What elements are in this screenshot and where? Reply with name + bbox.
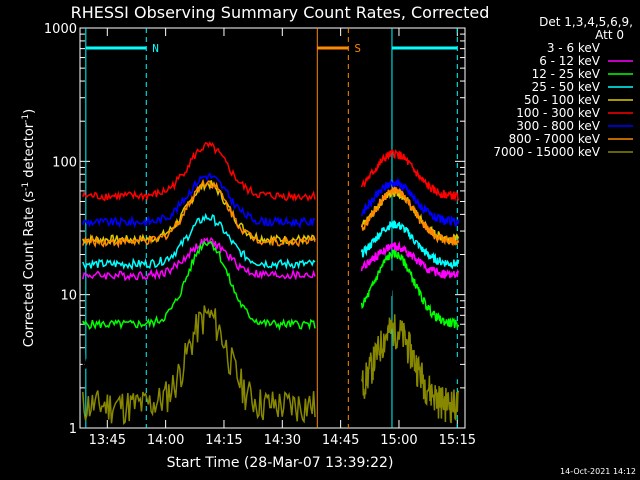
marker-label: N	[152, 42, 159, 55]
series-line	[360, 241, 460, 279]
series-line	[82, 240, 316, 331]
y-axis-label: Corrected Count Rate (s-1 detector-1)	[21, 109, 37, 347]
marker-label: S	[354, 42, 361, 55]
series-line	[360, 148, 460, 203]
plot-frame	[79, 27, 466, 429]
y-tick-label: 10	[60, 289, 77, 304]
footer-timestamp: 14-Oct-2021 14:12	[560, 467, 636, 476]
y-tick-label: 1	[69, 422, 77, 437]
legend-label: 300 - 800 keV	[516, 119, 600, 133]
legend-header-1: Det 1,3,4,5,6,9,	[539, 15, 633, 29]
series-line	[82, 236, 316, 282]
x-axis: 13:45 14:00 14:15 14:30 14:45 15:00 15:15	[89, 28, 476, 448]
series-line	[82, 141, 316, 202]
data-series	[82, 141, 460, 425]
x-tick-label: 14:45	[322, 433, 359, 448]
y-tick-label: 100	[52, 155, 77, 170]
x-tick-label: 15:15	[439, 433, 476, 448]
x-tick-label: 13:45	[89, 433, 126, 448]
y-axis-label-sup2: -1	[21, 114, 31, 123]
series-line	[360, 314, 460, 424]
legend-label: 12 - 25 keV	[532, 67, 601, 81]
y-axis-label-mid: detector	[22, 122, 37, 182]
series-line	[360, 269, 460, 381]
legend-label: 50 - 100 keV	[524, 93, 601, 107]
y-axis-label-sup1: -1	[21, 182, 31, 191]
y-axis-label-main: Corrected Count Rate (s	[22, 191, 37, 348]
series-line	[360, 249, 460, 329]
legend-label: 6 - 12 keV	[539, 54, 601, 68]
x-axis-label: Start Time (28-Mar-07 13:39:22)	[167, 455, 394, 471]
series-line	[360, 177, 460, 227]
y-axis: 1 10 100 1000	[44, 22, 465, 437]
legend-label: 3 - 6 keV	[547, 41, 601, 55]
x-tick-label: 14:15	[205, 433, 242, 448]
series-line	[82, 172, 316, 230]
x-tick-label: 14:00	[147, 433, 184, 448]
legend-label: 800 - 7000 keV	[509, 132, 601, 146]
x-tick-label: 15:00	[380, 433, 417, 448]
x-tick-label: 14:30	[264, 433, 301, 448]
series-line	[361, 186, 460, 247]
legend-label: 7000 - 15000 keV	[493, 145, 600, 159]
legend-label: 100 - 300 keV	[516, 106, 600, 120]
legend-header-2: Att 0	[595, 28, 624, 42]
series-line	[82, 305, 316, 425]
series-line	[82, 258, 316, 388]
legend-label: 25 - 50 keV	[532, 80, 601, 94]
series-line	[360, 220, 460, 270]
series-line	[82, 178, 316, 249]
chart-title: RHESSI Observing Summary Count Rates, Co…	[71, 3, 490, 22]
y-tick-label: 1000	[44, 22, 77, 37]
series-line	[82, 212, 316, 271]
y-axis-label-end: )	[22, 109, 37, 114]
series-line	[82, 180, 316, 247]
